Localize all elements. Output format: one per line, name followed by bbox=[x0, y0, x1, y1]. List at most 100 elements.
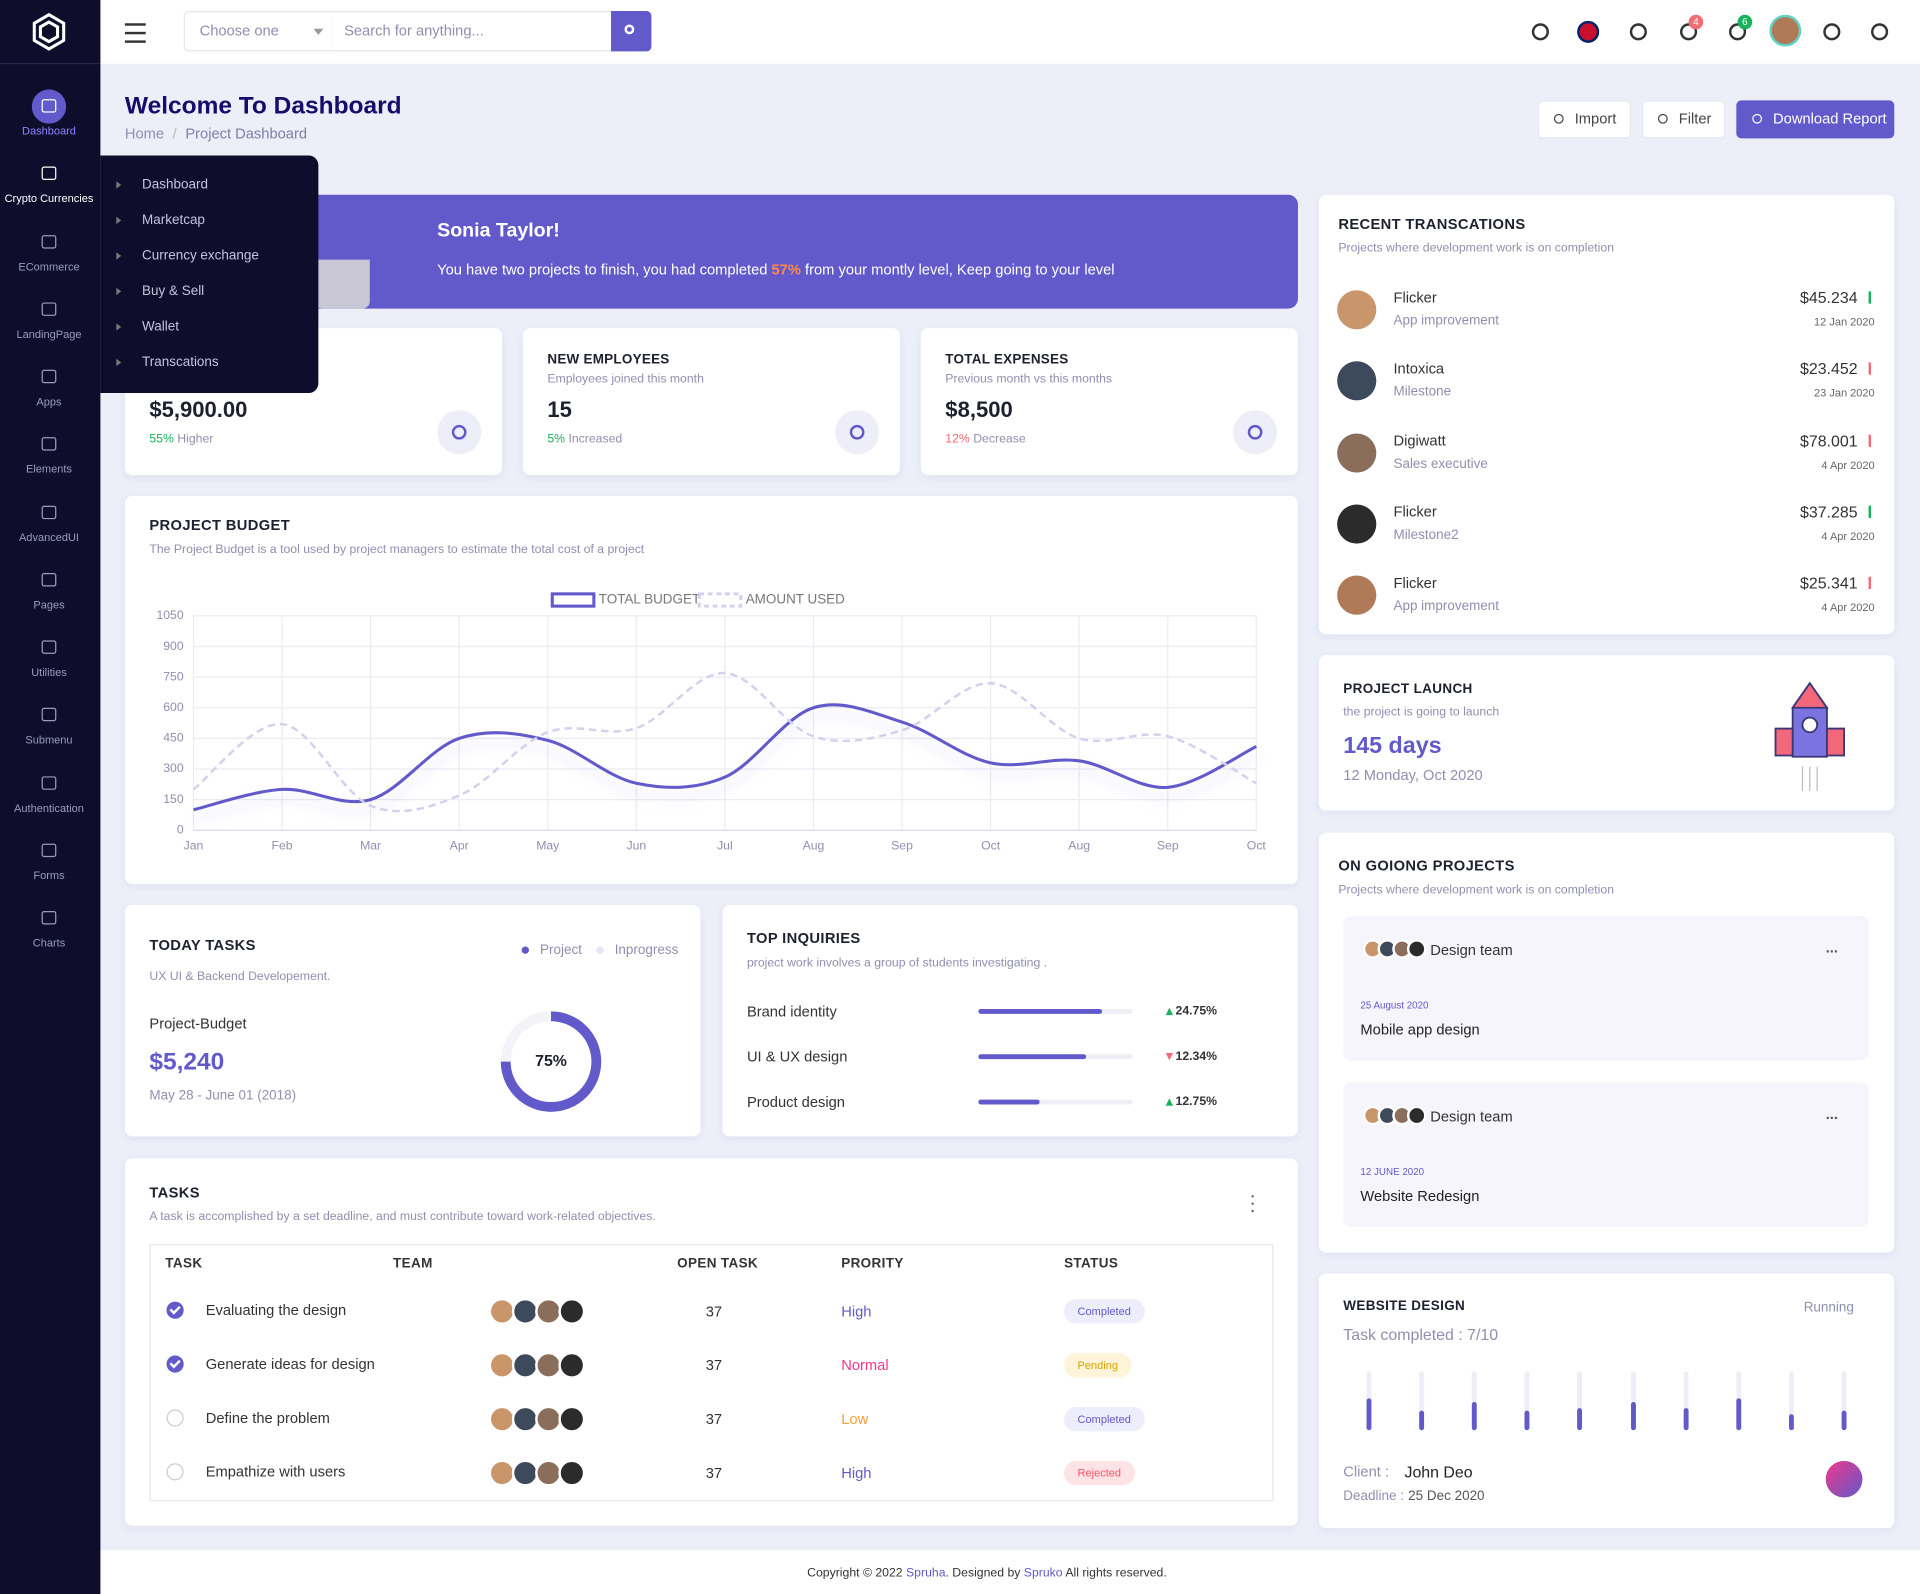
nav-label[interactable]: Forms bbox=[33, 869, 65, 882]
transaction-sub: Sales executive bbox=[1393, 456, 1488, 471]
avatar bbox=[1337, 432, 1377, 473]
nav-label[interactable]: LandingPage bbox=[16, 327, 82, 341]
bar bbox=[1735, 1398, 1741, 1431]
avatar bbox=[1337, 361, 1377, 401]
chart-subtitle: The Project Budget is a tool used by pro… bbox=[149, 543, 645, 557]
search-text: Search for anything... bbox=[344, 22, 484, 40]
trend-arrow bbox=[1165, 1007, 1174, 1016]
task-progress: Task completed : 7/10 bbox=[1343, 1325, 1499, 1344]
table-header: TASK bbox=[165, 1256, 203, 1272]
x-tick-label: Sep bbox=[1157, 838, 1179, 852]
action-button-text: Import bbox=[1574, 110, 1617, 128]
nav-icon-active bbox=[31, 89, 67, 124]
trend-arrow bbox=[1868, 362, 1872, 376]
stat-subtitle: Previous month vs this months bbox=[945, 372, 1113, 387]
avatar bbox=[558, 1459, 586, 1487]
nav-label[interactable]: Apps bbox=[36, 395, 62, 408]
menu-toggle[interactable] bbox=[124, 23, 146, 26]
submenu-arrow bbox=[116, 323, 122, 331]
transaction-name: Digiwatt bbox=[1393, 431, 1446, 449]
avatar bbox=[558, 1405, 586, 1433]
breadcrumb-item: Project Dashboard bbox=[185, 124, 308, 143]
stat-value: $8,500 bbox=[945, 397, 1013, 422]
deadline-label: Deadline : bbox=[1343, 1488, 1404, 1504]
rocket-nose bbox=[1790, 681, 1829, 709]
rocket-window bbox=[1801, 716, 1819, 734]
open-task: 37 bbox=[705, 1302, 723, 1321]
avatar bbox=[1406, 939, 1427, 959]
card-title: TOP INQUIRIES bbox=[746, 929, 861, 947]
card-subtitle: A task is accomplished by a set deadline… bbox=[149, 1210, 656, 1224]
y-tick-label: 750 bbox=[163, 669, 184, 683]
submenu-arrow bbox=[116, 216, 122, 225]
project-more[interactable]: ... bbox=[1825, 1105, 1838, 1123]
search-box[interactable] bbox=[331, 11, 613, 52]
nav-label[interactable]: Submenu bbox=[25, 733, 73, 747]
inquiry-bar bbox=[978, 1054, 1087, 1060]
nav-icon[interactable] bbox=[41, 505, 57, 519]
transaction-sub: Milestone2 bbox=[1393, 527, 1459, 543]
header-icon bbox=[1823, 23, 1841, 41]
nav-label[interactable]: Authentication bbox=[14, 801, 84, 814]
x-tick-label: Apr bbox=[450, 838, 469, 852]
transaction-name: Flicker bbox=[1393, 288, 1437, 307]
nav-icon[interactable] bbox=[41, 775, 57, 790]
transaction-amount: $45.234 bbox=[1800, 288, 1858, 307]
nav-icon[interactable] bbox=[41, 369, 57, 384]
y-tick-label: 150 bbox=[163, 792, 184, 806]
project-date: 12 JUNE 2020 bbox=[1360, 1166, 1425, 1178]
nav-icon[interactable] bbox=[41, 437, 57, 451]
nav-label[interactable]: Charts bbox=[32, 936, 66, 949]
bar-track bbox=[1577, 1371, 1583, 1431]
nav-label[interactable]: ECommerce bbox=[18, 260, 80, 273]
card bbox=[1318, 1273, 1895, 1529]
submenu-arrow bbox=[116, 252, 122, 260]
submenu-item[interactable]: Marketcap bbox=[142, 213, 205, 228]
status-badge: Completed bbox=[1064, 1406, 1145, 1432]
line-series bbox=[193, 703, 1257, 812]
submenu-item[interactable]: Transcations bbox=[142, 355, 219, 370]
action-button[interactable] bbox=[1736, 100, 1895, 139]
client-label: Client : bbox=[1343, 1463, 1390, 1481]
avatar bbox=[511, 1459, 539, 1487]
project-more[interactable]: ... bbox=[1825, 939, 1838, 957]
nav-label[interactable]: Crypto Currencies bbox=[4, 192, 94, 205]
nav-icon[interactable] bbox=[41, 843, 57, 857]
submenu-arrow bbox=[116, 358, 122, 367]
nav-label[interactable]: Dashboard bbox=[22, 124, 76, 138]
nav-icon[interactable] bbox=[41, 572, 57, 587]
menu-toggle[interactable] bbox=[124, 31, 146, 35]
nav-label[interactable]: Utilities bbox=[31, 666, 67, 679]
nav-icon[interactable] bbox=[41, 640, 57, 654]
action-button[interactable] bbox=[1537, 100, 1632, 139]
nav-icon[interactable] bbox=[41, 99, 57, 113]
donut-arc bbox=[500, 1011, 602, 1112]
button-icon bbox=[1752, 113, 1763, 124]
nav-icon[interactable] bbox=[41, 166, 57, 181]
nav-label[interactable]: Pages bbox=[33, 598, 65, 611]
menu-toggle[interactable] bbox=[124, 40, 146, 43]
avatar bbox=[1406, 1105, 1427, 1126]
action-button[interactable] bbox=[1642, 100, 1726, 139]
submenu-item[interactable]: Dashboard bbox=[142, 177, 208, 193]
nav-label[interactable]: Elements bbox=[26, 463, 72, 476]
nav-icon[interactable] bbox=[41, 911, 57, 925]
notification-badge bbox=[1688, 14, 1704, 30]
nav-icon[interactable] bbox=[41, 302, 57, 316]
nav-label[interactable]: AdvancedUI bbox=[18, 530, 79, 544]
stat-change-value: 5% bbox=[547, 432, 566, 447]
submenu-item[interactable]: Wallet bbox=[142, 319, 179, 335]
stat-icon bbox=[1247, 424, 1263, 440]
inquiry-bar bbox=[978, 1099, 1041, 1105]
x-tick-label: Aug bbox=[1068, 838, 1090, 852]
x-tick-label: Feb bbox=[271, 838, 292, 852]
transaction-amount: $23.452 bbox=[1800, 359, 1858, 379]
nav-icon[interactable] bbox=[41, 234, 57, 248]
budget-date: May 28 - June 01 (2018) bbox=[149, 1088, 297, 1104]
banner-highlight: 57% bbox=[771, 260, 801, 278]
submenu-item[interactable]: Buy & Sell bbox=[142, 284, 205, 299]
transaction-name: Flicker bbox=[1393, 574, 1437, 592]
submenu-item[interactable]: Currency exchange bbox=[142, 248, 259, 264]
nav-icon[interactable] bbox=[41, 708, 57, 722]
